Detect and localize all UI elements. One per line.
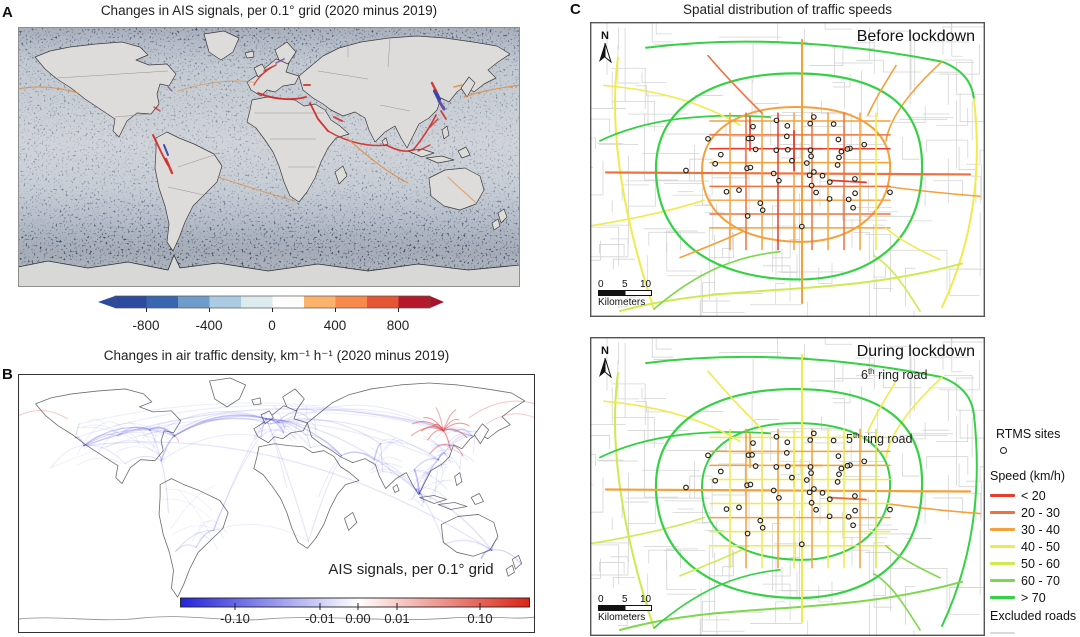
legend-item: 60 - 70 bbox=[990, 572, 1080, 589]
scale-unit: Kilometers bbox=[598, 297, 646, 308]
traffic-legend: RTMS sites Speed (km/h) < 20 20 - 30 30 … bbox=[990, 427, 1080, 637]
ring5-label: 5th ring road bbox=[846, 431, 912, 446]
colorbar-tick: -800 bbox=[132, 318, 160, 333]
legend-line-sample bbox=[990, 511, 1015, 514]
north-arrow-icon bbox=[599, 357, 612, 378]
during-lockdown-caption: During lockdown bbox=[856, 343, 975, 360]
legend-item: > 70 bbox=[990, 589, 1080, 606]
colorbar-tick: 0.01 bbox=[384, 611, 410, 626]
colorbar-tick: -0.01 bbox=[305, 611, 335, 626]
rtms-sites-title: RTMS sites bbox=[996, 427, 1061, 441]
ring5-num: 5 bbox=[846, 432, 853, 447]
legend-item-label: 40 - 50 bbox=[1021, 539, 1060, 554]
scale-0: 0 bbox=[598, 279, 604, 290]
colorbar-tick: -0.10 bbox=[220, 611, 250, 626]
panel-b-map-label: AIS signals, per 0.1° grid bbox=[328, 561, 494, 578]
panel-b-title: Changes in air traffic density, km⁻¹ h⁻¹… bbox=[103, 348, 450, 363]
north-label: N bbox=[601, 345, 609, 357]
north-arrow: N bbox=[597, 31, 613, 63]
ais-colorbar bbox=[98, 295, 444, 312]
speed-legend-title: Speed (km/h) bbox=[990, 469, 1066, 483]
ais-world-map bbox=[18, 27, 520, 287]
scale-bar-icon bbox=[598, 605, 652, 611]
scale-unit: Kilometers bbox=[598, 612, 646, 623]
colorbar-tick: -400 bbox=[195, 318, 223, 333]
scale-10: 10 bbox=[640, 279, 652, 290]
legend-line-sample bbox=[990, 562, 1015, 565]
colorbar-tick: 0.10 bbox=[467, 611, 493, 626]
legend-item-label: 30 - 40 bbox=[1021, 522, 1060, 537]
ring6-label: 6th ring road bbox=[861, 367, 927, 382]
air-traffic-map bbox=[18, 374, 535, 633]
panel-a-title: Changes in AIS signals, per 0.1° grid (2… bbox=[100, 3, 438, 18]
ring5-sup: th bbox=[852, 431, 860, 440]
scale-5: 5 bbox=[622, 279, 628, 290]
ring6-rest: ring road bbox=[874, 368, 928, 383]
excluded-roads-label: Excluded roads bbox=[990, 609, 1077, 623]
ring5-rest: ring road bbox=[859, 432, 913, 447]
scale-10: 10 bbox=[640, 594, 652, 605]
legend-line-sample bbox=[990, 494, 1015, 497]
north-label: N bbox=[601, 30, 609, 42]
legend-line-sample bbox=[990, 545, 1015, 548]
ring6-num: 6 bbox=[861, 368, 868, 383]
traffic-map-during bbox=[590, 337, 985, 636]
legend-item: 50 - 60 bbox=[990, 555, 1080, 572]
panel-a-label: A bbox=[2, 4, 13, 21]
excluded-roads-sample bbox=[990, 632, 1015, 634]
colorbar-tick: 0.00 bbox=[345, 611, 371, 626]
legend-item-label: 50 - 60 bbox=[1021, 556, 1060, 571]
legend-item-label: > 70 bbox=[1021, 590, 1046, 605]
traffic-map-before bbox=[590, 22, 985, 317]
colorbar-tick: 0 bbox=[268, 318, 276, 333]
scale-bar: 0 5 10 Kilometers bbox=[598, 594, 658, 623]
legend-item: 30 - 40 bbox=[990, 521, 1080, 538]
panel-c-label: C bbox=[570, 1, 581, 18]
legend-item-label: 60 - 70 bbox=[1021, 573, 1060, 588]
legend-item-label: < 20 bbox=[1021, 488, 1046, 503]
scale-0: 0 bbox=[598, 594, 604, 605]
legend-item: 40 - 50 bbox=[990, 538, 1080, 555]
legend-item: < 20 bbox=[990, 487, 1080, 504]
scale-bar-icon bbox=[598, 290, 652, 296]
colorbar-tick: 400 bbox=[323, 318, 347, 333]
panel-c-title: Spatial distribution of traffic speeds bbox=[682, 2, 893, 17]
panel-b-label: B bbox=[2, 366, 13, 383]
rtms-site-icon bbox=[1000, 447, 1007, 454]
before-lockdown-caption: Before lockdown bbox=[856, 28, 975, 45]
colorbar-tick: 800 bbox=[386, 318, 410, 333]
north-arrow-icon bbox=[599, 42, 612, 63]
scale-bar: 0 5 10 Kilometers bbox=[598, 279, 658, 308]
legend-line-sample bbox=[990, 528, 1015, 531]
scale-5: 5 bbox=[622, 594, 628, 605]
legend-item: 20 - 30 bbox=[990, 504, 1080, 521]
legend-line-sample bbox=[990, 596, 1015, 599]
legend-item-label: 20 - 30 bbox=[1021, 505, 1060, 520]
north-arrow: N bbox=[597, 346, 613, 378]
air-traffic-colorbar bbox=[180, 597, 530, 610]
legend-line-sample bbox=[990, 579, 1015, 582]
ring6-sup: th bbox=[867, 367, 875, 376]
